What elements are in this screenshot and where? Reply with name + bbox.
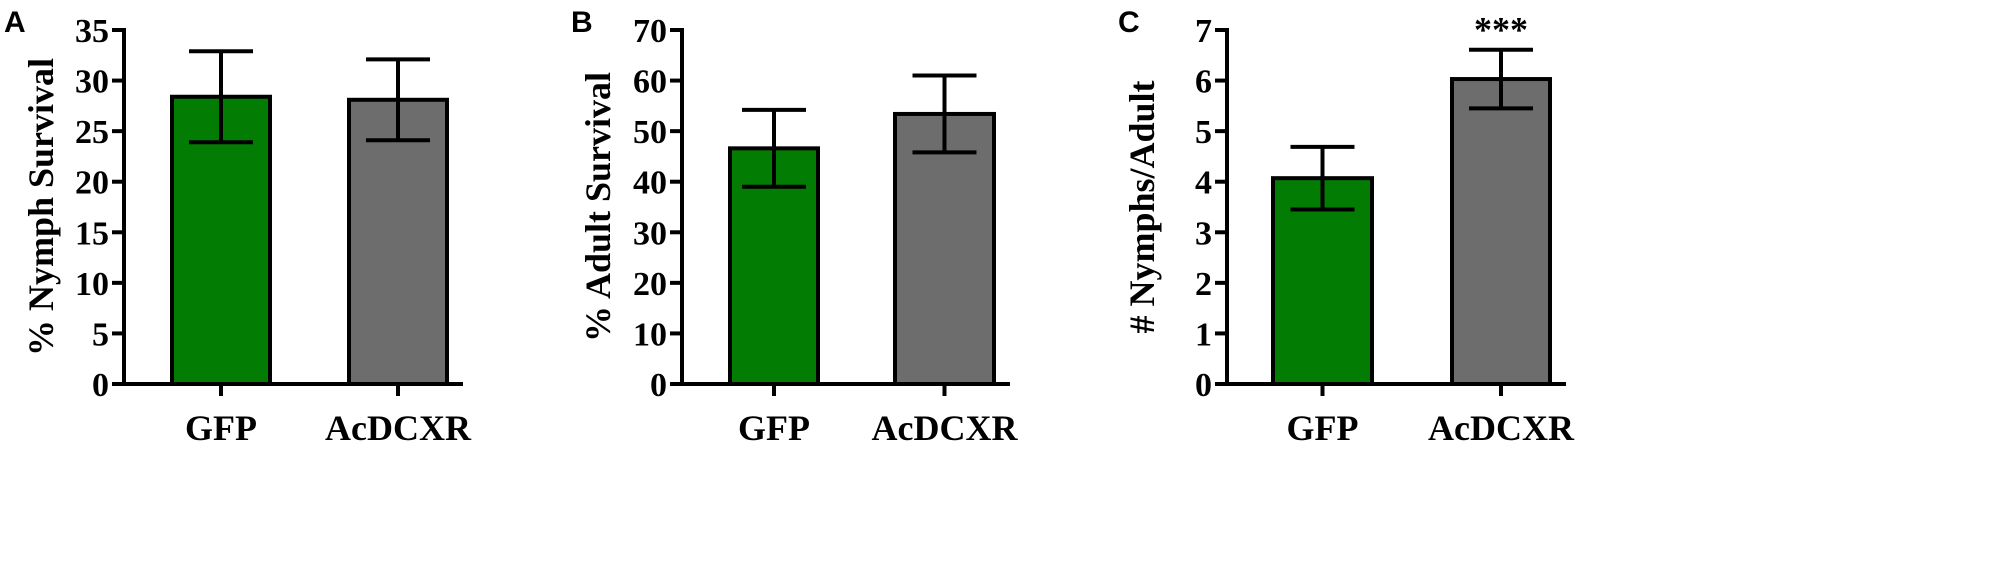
panel-b-x-tick-label-acdcxr: AcDCXR	[872, 408, 1019, 448]
panel-a-bar-acdcxr	[347, 97, 449, 386]
panel-a-y-tick-label: 35	[75, 13, 109, 50]
panel-a-y-tick-label: 15	[75, 215, 109, 252]
panel-a-y-tick-label: 10	[75, 266, 109, 303]
panel-a-y-tick-label: 30	[75, 64, 109, 101]
panel-b-y-tick-label: 0	[650, 367, 667, 404]
panel-a-y-axis-label: % Nymph Survival	[21, 58, 61, 356]
panel-c-significance-label: ***	[1474, 10, 1528, 50]
panel-b-y-tick-label: 60	[633, 64, 667, 101]
panel-c-y-tick-label: 4	[1195, 165, 1212, 202]
panel-b-y-axis-label: % Adult Survival	[578, 72, 618, 342]
panel-c-y-axis-label: # Nymphs/Adult	[1122, 80, 1162, 333]
panel-a-x-tick-label-gfp: GFP	[185, 408, 257, 448]
panel-a-y-tick-label: 20	[75, 165, 109, 202]
panel-c-x-tick-label-gfp: GFP	[1287, 408, 1359, 448]
panel-c-bar-acdcxr	[1450, 77, 1552, 386]
panel-a-y-tick-label: 5	[92, 316, 109, 353]
panel-c-y-tick-label: 3	[1195, 215, 1212, 252]
panel-b-bar-acdcxr	[893, 111, 996, 386]
panel-a-y-tick-label: 0	[92, 367, 109, 404]
panel-b-y-tick-label: 10	[633, 316, 667, 353]
panel-b-y-tick-label: 20	[633, 266, 667, 303]
panel-c-y-tick-label: 5	[1195, 114, 1212, 151]
panel-b-y-tick-label: 40	[633, 165, 667, 202]
panel-c-y-tick-label: 7	[1195, 13, 1212, 50]
panel-c-y-tick-label: 6	[1195, 64, 1212, 101]
panel-a-y-tick-label: 25	[75, 114, 109, 151]
panel-a-x-tick-label-acdcxr: AcDCXR	[325, 408, 472, 448]
panel-c-x-tick-label-acdcxr: AcDCXR	[1428, 408, 1575, 448]
panel-b-letter: B	[571, 6, 593, 39]
panel-b-x-tick-label-gfp: GFP	[738, 408, 810, 448]
panel-b-y-tick-label: 50	[633, 114, 667, 151]
panel-b-y-tick-label: 30	[633, 215, 667, 252]
panel-b-y-tick-label: 70	[633, 13, 667, 50]
panel-c-letter: C	[1118, 6, 1140, 39]
panel-c-y-tick-label: 2	[1195, 266, 1212, 303]
panel-c-y-tick-label: 0	[1195, 367, 1212, 404]
panel-c-y-tick-label: 1	[1195, 316, 1212, 353]
panel-a-letter: A	[4, 6, 26, 39]
